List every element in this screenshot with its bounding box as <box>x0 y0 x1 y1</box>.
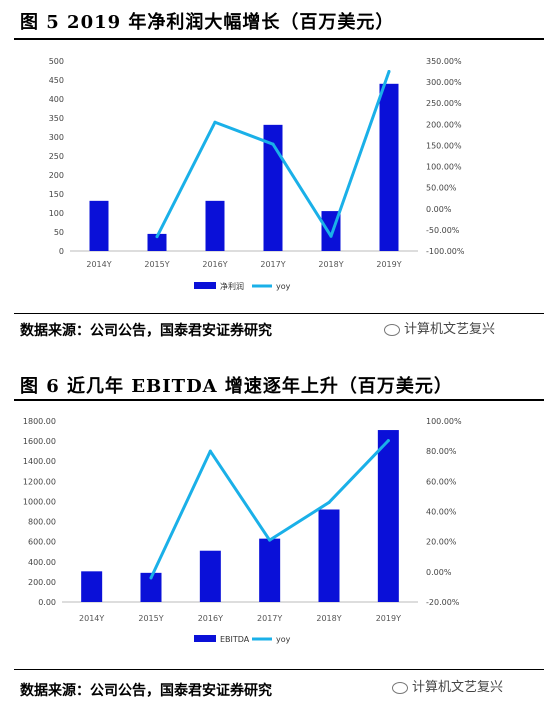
yoy-point <box>268 538 272 542</box>
y-right-tick-label: 250.00% <box>426 99 462 108</box>
ebitda-chart: 0.00 200.00 400.00 600.00 800.00 1000.00 1200.… <box>23 417 462 644</box>
bar <box>199 550 221 602</box>
y-right-tick-label: -50.00% <box>426 226 460 235</box>
y-left-tick-label: 400.00 <box>28 558 56 567</box>
x-tick-label: 2016Y <box>202 260 227 269</box>
yoy-point <box>208 449 212 453</box>
bar <box>81 571 103 602</box>
figure-5-bottom-rule <box>14 313 544 314</box>
y-left-tick-label: 600.00 <box>28 538 56 547</box>
y-right-tick-label: 0.00% <box>426 205 452 214</box>
figure-5-title: 图 5 2019 年净利润大幅增长（百万美元） <box>20 12 395 33</box>
y-right-tick-label: 0.00% <box>426 568 452 577</box>
x-tick-label: 2018Y <box>318 260 343 269</box>
figure-6-bottom-rule <box>14 669 544 670</box>
x-tick-label: 2016Y <box>198 614 223 623</box>
bar <box>259 538 281 602</box>
yoy-point <box>213 120 217 124</box>
figure-6-watermark: 计算机文艺复兴 <box>392 676 503 695</box>
y-left-tick-label: 500 <box>49 57 64 66</box>
x-tick-label: 2017Y <box>257 614 282 623</box>
y-left-tick-label: 450 <box>49 76 64 85</box>
y-right-tick-label: -20.00% <box>426 598 460 607</box>
y-left-tick-label: 350 <box>49 114 64 123</box>
figure-6-watermark-text: 计算机文艺复兴 <box>412 680 504 695</box>
y-left-tick-label: 150 <box>49 190 64 199</box>
figure-6-source: 数据来源：公司公告，国泰君安证券研究 <box>20 683 272 699</box>
y-right-tick-label: 40.00% <box>426 508 457 517</box>
yoy-point <box>149 576 153 580</box>
y-right-tick-label: 60.00% <box>426 477 457 486</box>
x-tick-label: 2015Y <box>138 614 163 623</box>
wechat-icon <box>392 681 408 694</box>
yoy-point <box>387 70 391 74</box>
y-left-tick-label: 250 <box>49 152 64 161</box>
figure-5-top-rule <box>14 38 544 40</box>
legend-label-bar: 净利润 <box>220 281 244 291</box>
figure-5-watermark: 计算机文艺复兴 <box>384 318 495 337</box>
legend-label-bar: EBITDA <box>220 635 250 644</box>
y-right-tick-label: -100.00% <box>426 247 465 256</box>
y-left-tick-label: 0 <box>59 247 64 256</box>
bar <box>140 572 162 602</box>
y-left-tick-label: 50 <box>54 228 64 237</box>
y-right-tick-label: 20.00% <box>426 538 457 547</box>
x-tick-label: 2014Y <box>86 260 111 269</box>
y-right-tick-label: 150.00% <box>426 141 462 150</box>
x-tick-label: 2014Y <box>79 614 104 623</box>
y-left-tick-label: 100 <box>49 209 64 218</box>
legend-swatch-bar <box>194 282 216 289</box>
figure-6-title: 图 6 近几年 EBITDA 增速逐年上升（百万美元） <box>20 376 453 397</box>
y-right-tick-label: 350.00% <box>426 57 462 66</box>
y-right-tick-label: 200.00% <box>426 120 462 129</box>
y-left-tick-label: 0.00 <box>38 598 56 607</box>
legend-label-line: yoy <box>276 635 291 644</box>
y-right-tick-label: 100.00% <box>426 417 462 426</box>
bar <box>318 509 340 602</box>
y-right-tick-label: 300.00% <box>426 78 462 87</box>
y-right-tick-label: 100.00% <box>426 163 462 172</box>
x-tick-label: 2019Y <box>376 260 401 269</box>
y-left-tick-label: 200.00 <box>28 578 56 587</box>
net-profit-chart: 0 50 100 150 200 250 300 350 400 450 500 -100.00% -5… <box>49 57 465 291</box>
bar <box>147 233 167 251</box>
bar <box>263 124 283 251</box>
y-left-tick-label: 1400.00 <box>23 457 56 466</box>
y-left-tick-label: 1800.00 <box>23 417 56 426</box>
legend-swatch-bar <box>194 635 216 642</box>
y-left-tick-label: 1600.00 <box>23 437 56 446</box>
yoy-point <box>271 142 275 146</box>
x-tick-label: 2015Y <box>144 260 169 269</box>
yoy-point <box>155 235 159 239</box>
yoy-point <box>329 234 333 238</box>
x-tick-label: 2019Y <box>376 614 401 623</box>
x-tick-label: 2018Y <box>316 614 341 623</box>
figure-6-top-rule <box>14 399 544 401</box>
yoy-point <box>386 439 390 443</box>
figure-5-source: 数据来源：公司公告，国泰君安证券研究 <box>20 323 272 339</box>
bar <box>377 430 399 602</box>
legend-label-line: yoy <box>276 282 291 291</box>
bar <box>379 83 399 251</box>
x-tick-label: 2017Y <box>260 260 285 269</box>
y-left-tick-label: 1000.00 <box>23 497 56 506</box>
wechat-icon <box>384 323 400 336</box>
y-right-tick-label: 50.00% <box>426 184 457 193</box>
bar <box>205 200 225 251</box>
bar <box>89 200 109 251</box>
y-left-tick-label: 200 <box>49 171 64 180</box>
figure-5-watermark-text: 计算机文艺复兴 <box>404 322 496 337</box>
y-left-tick-label: 1200.00 <box>23 477 56 486</box>
y-left-tick-label: 300 <box>49 133 64 142</box>
y-left-tick-label: 400 <box>49 95 64 104</box>
yoy-point <box>327 500 331 504</box>
y-right-tick-label: 80.00% <box>426 447 457 456</box>
y-left-tick-label: 800.00 <box>28 518 56 527</box>
